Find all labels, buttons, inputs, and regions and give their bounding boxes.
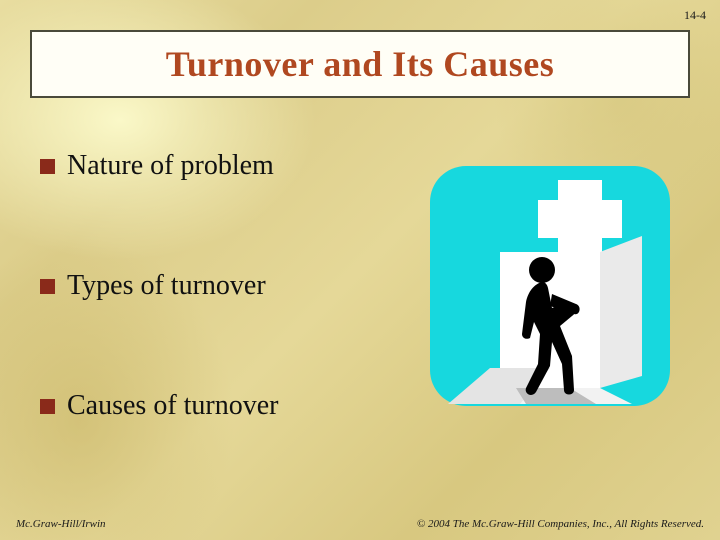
list-item: Types of turnover bbox=[40, 270, 380, 302]
slide-container: 14-4 Turnover and Its Causes Nature of p… bbox=[0, 0, 720, 540]
slide-title: Turnover and Its Causes bbox=[166, 43, 555, 85]
bullet-list: Nature of problem Types of turnover Caus… bbox=[40, 150, 380, 510]
person-exit-icon bbox=[430, 166, 670, 406]
bullet-label: Nature of problem bbox=[67, 150, 274, 182]
bullet-label: Types of turnover bbox=[67, 270, 266, 302]
footer-publisher: Mc.Graw-Hill/Irwin bbox=[16, 518, 106, 530]
bullet-marker-icon bbox=[40, 399, 55, 414]
exit-door-clipart bbox=[430, 166, 670, 406]
bullet-marker-icon bbox=[40, 279, 55, 294]
bullet-label: Causes of turnover bbox=[67, 390, 279, 422]
footer-copyright: © 2004 The Mc.Graw-Hill Companies, Inc.,… bbox=[417, 518, 704, 530]
bullet-marker-icon bbox=[40, 159, 55, 174]
title-box: Turnover and Its Causes bbox=[30, 30, 690, 98]
list-item: Causes of turnover bbox=[40, 390, 380, 422]
slide-number: 14-4 bbox=[684, 8, 706, 23]
list-item: Nature of problem bbox=[40, 150, 380, 182]
